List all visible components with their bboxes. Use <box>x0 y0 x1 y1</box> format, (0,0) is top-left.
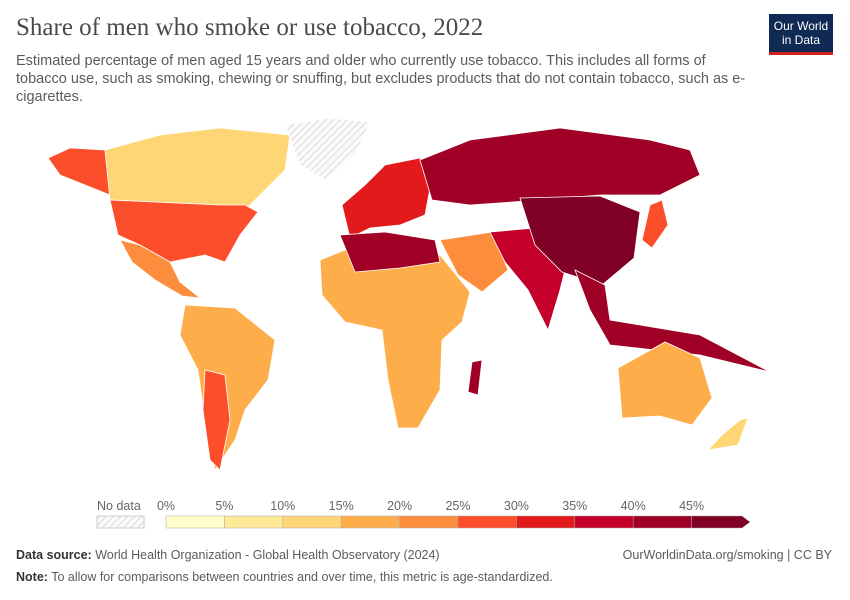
legend-bin-20-25[interactable] <box>399 515 459 529</box>
country-mexico[interactable] <box>119 239 202 299</box>
note-label: Note: <box>16 570 48 584</box>
country-europe[interactable] <box>341 157 433 239</box>
note-text: To allow for comparisons between countri… <box>51 570 553 584</box>
page-title: Share of men who smoke or use tobacco, 2… <box>16 14 484 41</box>
legend-tick: 0% <box>157 499 175 513</box>
country-madagascar[interactable] <box>467 359 483 396</box>
legend-tick: 10% <box>270 499 295 513</box>
country-greenland[interactable] <box>284 117 371 181</box>
legend-bin-25-30[interactable] <box>457 515 517 529</box>
source-label: Data source: <box>16 548 92 562</box>
country-middle-east[interactable] <box>439 231 509 293</box>
country-alaska-united-states-[interactable] <box>47 147 111 196</box>
country-southeast-asia[interactable] <box>574 269 771 373</box>
legend-tick: 5% <box>215 499 233 513</box>
country-south-america[interactable] <box>179 304 276 472</box>
legend-bin-40-45[interactable] <box>632 515 692 529</box>
source-url[interactable]: OurWorldinData.org/smoking | CC BY <box>622 548 832 562</box>
note: Note: To allow for comparisons between c… <box>16 570 553 584</box>
legend-bin-35-40[interactable] <box>574 515 634 529</box>
legend-tick: 25% <box>445 499 470 513</box>
legend-no-data-label: No data <box>97 499 141 513</box>
country-new-zealand[interactable] <box>706 417 749 451</box>
country-north-africa[interactable] <box>339 231 441 273</box>
legend-tick: 15% <box>329 499 354 513</box>
legend-no-data-swatch[interactable] <box>96 515 145 529</box>
legend-bin-5-10[interactable] <box>224 515 284 529</box>
legend-tick: 30% <box>504 499 529 513</box>
legend-bin-15-20[interactable] <box>340 515 400 529</box>
legend-bin-0-5[interactable] <box>165 515 225 529</box>
legend-bin-45+[interactable] <box>691 515 751 529</box>
country-africa[interactable] <box>319 247 471 429</box>
legend-bin-10-15[interactable] <box>282 515 342 529</box>
country-australia[interactable] <box>617 341 713 426</box>
country-china[interactable] <box>519 195 641 286</box>
source-text[interactable]: World Health Organization - Global Healt… <box>95 548 440 562</box>
legend-tick: 45% <box>679 499 704 513</box>
subtitle: Estimated percentage of men aged 15 year… <box>16 53 746 105</box>
country-united-states[interactable] <box>109 199 259 263</box>
owid-logo[interactable]: Our World in Data <box>769 14 833 55</box>
country-japan[interactable] <box>641 199 669 249</box>
data-source: Data source: World Health Organization -… <box>16 548 440 562</box>
legend-bin-30-35[interactable] <box>516 515 576 529</box>
legend-tick: 40% <box>621 499 646 513</box>
country-chile-argentina[interactable] <box>202 369 231 471</box>
legend-tick: 20% <box>387 499 412 513</box>
legend-tick: 35% <box>562 499 587 513</box>
country-russia[interactable] <box>419 127 701 206</box>
